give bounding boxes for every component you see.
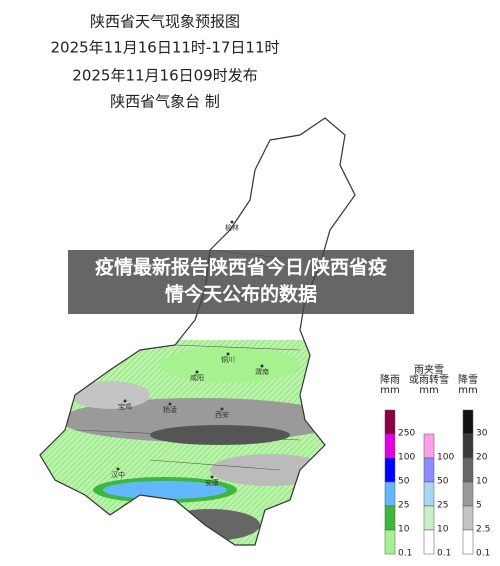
city-dot	[123, 399, 127, 403]
city-label: 铜川	[221, 355, 235, 364]
city-label: 汉中	[111, 470, 125, 479]
city-dot	[116, 467, 120, 471]
legend-title: mm	[458, 385, 477, 396]
legend-swatch	[462, 505, 474, 531]
legend-swatch	[423, 481, 435, 507]
legend-swatch	[462, 481, 474, 507]
header-line: 陕西省天气现象预报图	[90, 13, 240, 31]
city-dot	[220, 407, 224, 411]
legend-tick: 2.5	[476, 525, 490, 535]
legend-tick: 100	[398, 453, 415, 463]
banner-text: 情今天公布的数据	[165, 283, 317, 306]
legend-title: 降雪	[458, 373, 478, 386]
legend-tick: 50	[437, 477, 449, 487]
header-line: 陕西省气象台 制	[110, 93, 220, 111]
legend-swatch	[462, 457, 474, 483]
legend-tick: 250	[398, 429, 415, 439]
legend-tick: 50	[398, 477, 410, 487]
legend-tick: 25	[437, 501, 448, 511]
legend-tick: 20	[476, 453, 488, 463]
city-dot	[226, 352, 230, 356]
city-label: 杨凌	[163, 405, 177, 414]
legend-tick: 0.1	[476, 549, 490, 559]
city-label: 渭南	[255, 367, 269, 376]
legend-tick: 10	[437, 525, 449, 535]
legend-swatch	[423, 433, 435, 459]
city-label: 咸阳	[190, 373, 204, 382]
legend-tick: 5	[476, 501, 482, 511]
legend-swatch	[423, 505, 435, 531]
legend-tick: 10	[476, 477, 488, 487]
legend-swatch	[384, 457, 396, 483]
city-dot	[168, 402, 172, 406]
city-label: 宝鸡	[118, 402, 132, 411]
legend-swatch	[384, 433, 396, 459]
city-dot	[195, 370, 199, 374]
legend-tick: 100	[437, 453, 454, 463]
city-label: 西安	[215, 410, 229, 419]
legend-swatch	[384, 481, 396, 507]
header-line: 2025年11月16日09时发布	[72, 67, 257, 85]
precip-layer	[40, 118, 355, 545]
legend-tick: 25	[398, 501, 409, 511]
legend-swatch	[423, 529, 435, 555]
legend-tick: 10	[398, 525, 410, 535]
city-label: 榆林	[225, 223, 239, 232]
legend-swatch	[462, 433, 474, 459]
legend-swatch	[462, 529, 474, 555]
legend-swatch	[384, 505, 396, 531]
legend-swatch	[423, 457, 435, 483]
banner-bg	[68, 250, 414, 314]
legend-tick: 0.1	[437, 549, 451, 559]
legend-swatch	[384, 529, 396, 555]
legend-swatch	[462, 409, 474, 435]
legend-title: mm	[419, 385, 438, 396]
city-label: 安康	[205, 478, 219, 487]
legend-tick: 0.1	[398, 549, 412, 559]
city-dot	[260, 364, 264, 368]
legend-tick: 30	[476, 429, 488, 439]
banner-text: 疫情最新报告陕西省今日/陕西省疫	[95, 256, 387, 279]
header-line: 2025年11月16日11时-17日11时	[50, 39, 279, 57]
legend-title: 降雨	[380, 373, 400, 386]
legend-title: 雨夹雪	[414, 363, 444, 376]
legend-title: mm	[380, 385, 399, 396]
legend-swatch	[384, 409, 396, 435]
legend-title: 或雨转雪	[409, 373, 449, 386]
city-dot	[210, 475, 214, 479]
city-dot	[230, 220, 234, 224]
